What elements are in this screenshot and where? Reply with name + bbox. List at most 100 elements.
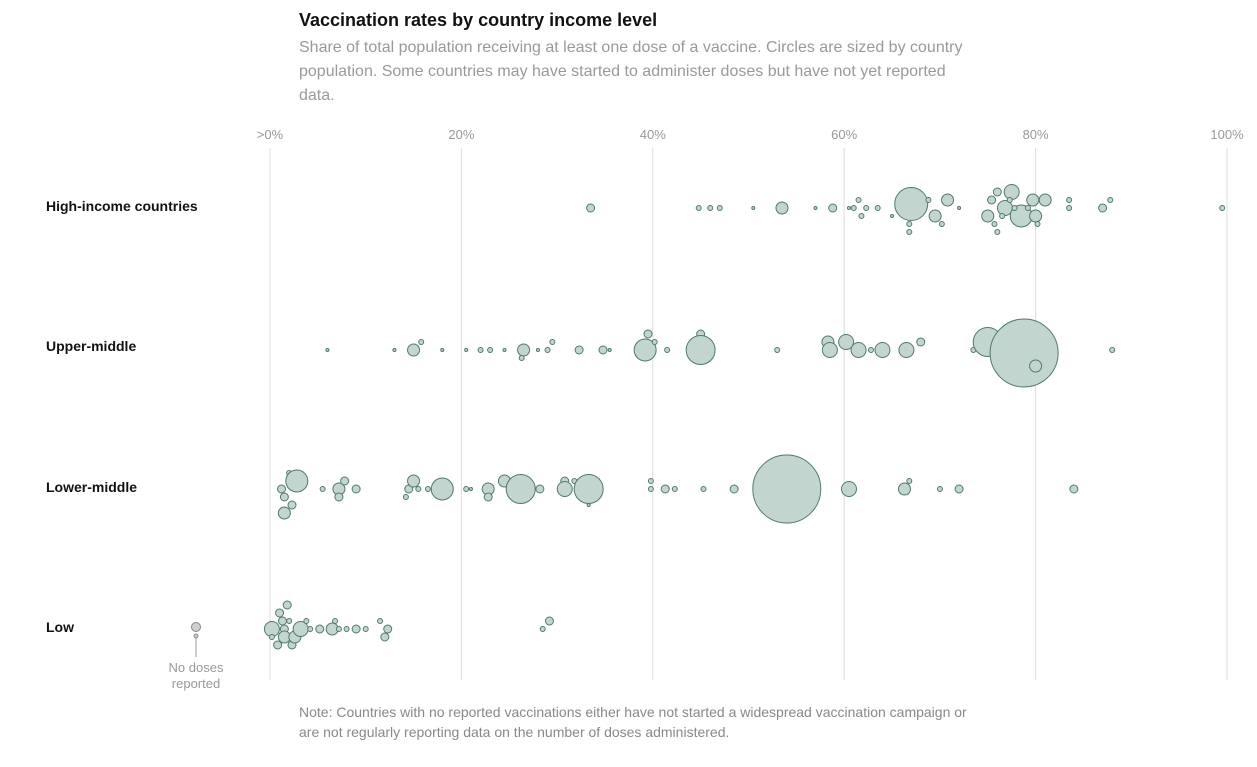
country-dot[interactable] bbox=[407, 343, 421, 357]
country-dot[interactable] bbox=[430, 477, 454, 501]
country-dot[interactable] bbox=[1069, 484, 1079, 494]
country-dot[interactable] bbox=[549, 339, 556, 345]
country-dot[interactable] bbox=[821, 342, 838, 358]
country-dot[interactable] bbox=[941, 193, 955, 207]
country-dot[interactable] bbox=[586, 203, 596, 213]
country-dot[interactable] bbox=[319, 486, 326, 492]
country-dot[interactable] bbox=[957, 206, 962, 210]
country-dot[interactable] bbox=[695, 205, 702, 211]
country-dot[interactable] bbox=[392, 348, 397, 352]
country-dot[interactable] bbox=[774, 347, 781, 353]
country-dot[interactable] bbox=[643, 329, 653, 339]
country-dot[interactable] bbox=[517, 343, 531, 357]
country-dot[interactable] bbox=[651, 339, 658, 345]
country-dot[interactable] bbox=[1066, 197, 1073, 203]
country-dot[interactable] bbox=[664, 347, 671, 353]
country-dot[interactable] bbox=[894, 187, 929, 221]
country-dot[interactable] bbox=[700, 486, 707, 492]
country-dot[interactable] bbox=[351, 624, 361, 634]
country-dot[interactable] bbox=[874, 205, 881, 211]
country-dot[interactable] bbox=[556, 481, 573, 497]
country-dot[interactable] bbox=[415, 486, 422, 492]
country-dot[interactable] bbox=[573, 474, 604, 504]
country-dot[interactable] bbox=[729, 484, 739, 494]
country-dot[interactable] bbox=[277, 506, 291, 520]
country-dot[interactable] bbox=[1029, 359, 1043, 373]
country-dot[interactable] bbox=[483, 492, 493, 502]
country-dot[interactable] bbox=[544, 347, 551, 353]
country-dot[interactable] bbox=[925, 197, 932, 203]
country-dot[interactable] bbox=[407, 474, 421, 488]
country-dot[interactable] bbox=[850, 342, 867, 358]
country-dot[interactable] bbox=[424, 486, 431, 492]
country-dot[interactable] bbox=[707, 205, 714, 211]
country-dot[interactable] bbox=[325, 348, 330, 352]
country-dot[interactable] bbox=[633, 338, 657, 362]
country-dot[interactable] bbox=[850, 205, 857, 211]
country-dot[interactable] bbox=[898, 342, 915, 358]
country-dot[interactable] bbox=[535, 484, 545, 494]
country-dot[interactable] bbox=[992, 187, 1002, 197]
country-dot[interactable] bbox=[660, 484, 670, 494]
country-dot[interactable] bbox=[487, 347, 494, 353]
country-dot[interactable] bbox=[906, 478, 913, 484]
country-dot[interactable] bbox=[874, 342, 891, 358]
country-dot[interactable] bbox=[502, 348, 507, 352]
country-dot[interactable] bbox=[897, 482, 911, 496]
country-dot[interactable] bbox=[1107, 197, 1114, 203]
country-dot[interactable] bbox=[383, 624, 393, 634]
country-dot[interactable] bbox=[936, 486, 943, 492]
country-dot[interactable] bbox=[858, 213, 865, 219]
country-dot[interactable] bbox=[813, 206, 818, 210]
country-dot[interactable] bbox=[1011, 205, 1018, 211]
country-dot[interactable] bbox=[303, 618, 310, 624]
country-dot[interactable] bbox=[287, 500, 297, 510]
country-dot[interactable] bbox=[1034, 221, 1041, 227]
country-dot[interactable] bbox=[282, 600, 292, 610]
country-dot[interactable] bbox=[752, 454, 822, 524]
country-dot[interactable] bbox=[268, 634, 275, 640]
country-dot[interactable] bbox=[477, 347, 484, 353]
country-dot[interactable] bbox=[377, 618, 384, 624]
country-dot[interactable] bbox=[928, 209, 942, 223]
country-dot[interactable] bbox=[315, 624, 325, 634]
country-dot[interactable] bbox=[828, 203, 838, 213]
country-dot[interactable] bbox=[402, 494, 409, 500]
country-dot[interactable] bbox=[1219, 205, 1226, 211]
country-dot[interactable] bbox=[647, 486, 654, 492]
country-dot[interactable] bbox=[335, 626, 342, 632]
country-dot[interactable] bbox=[1066, 205, 1073, 211]
country-dot[interactable] bbox=[279, 492, 289, 502]
country-dot[interactable] bbox=[1109, 347, 1116, 353]
country-dot[interactable] bbox=[838, 334, 855, 350]
country-dot[interactable] bbox=[1006, 197, 1013, 203]
country-dot[interactable] bbox=[1038, 193, 1052, 207]
country-dot[interactable] bbox=[989, 318, 1059, 388]
country-dot[interactable] bbox=[334, 492, 344, 502]
country-dot[interactable] bbox=[505, 474, 536, 504]
country-dot[interactable] bbox=[916, 337, 926, 347]
country-dot[interactable] bbox=[463, 486, 470, 492]
country-dot[interactable] bbox=[890, 214, 895, 218]
country-dot[interactable] bbox=[991, 221, 998, 227]
country-dot[interactable] bbox=[999, 213, 1006, 219]
country-dot[interactable] bbox=[751, 206, 756, 210]
country-dot[interactable] bbox=[863, 205, 870, 211]
country-dot[interactable] bbox=[855, 197, 862, 203]
country-dot[interactable] bbox=[539, 626, 546, 632]
country-dot[interactable] bbox=[994, 229, 1001, 235]
country-dot[interactable] bbox=[332, 618, 339, 624]
country-dot[interactable] bbox=[276, 484, 286, 494]
country-dot[interactable] bbox=[598, 345, 608, 355]
country-dot[interactable] bbox=[987, 195, 997, 205]
country-dot[interactable] bbox=[351, 484, 361, 494]
country-dot[interactable] bbox=[954, 484, 964, 494]
country-dot[interactable] bbox=[286, 618, 293, 624]
country-dot[interactable] bbox=[535, 348, 540, 352]
country-dot[interactable] bbox=[906, 229, 913, 235]
country-dot[interactable] bbox=[840, 481, 857, 497]
country-dot[interactable] bbox=[938, 221, 945, 227]
country-dot[interactable] bbox=[440, 348, 445, 352]
country-dot[interactable] bbox=[846, 206, 851, 210]
country-dot[interactable] bbox=[1029, 209, 1043, 223]
